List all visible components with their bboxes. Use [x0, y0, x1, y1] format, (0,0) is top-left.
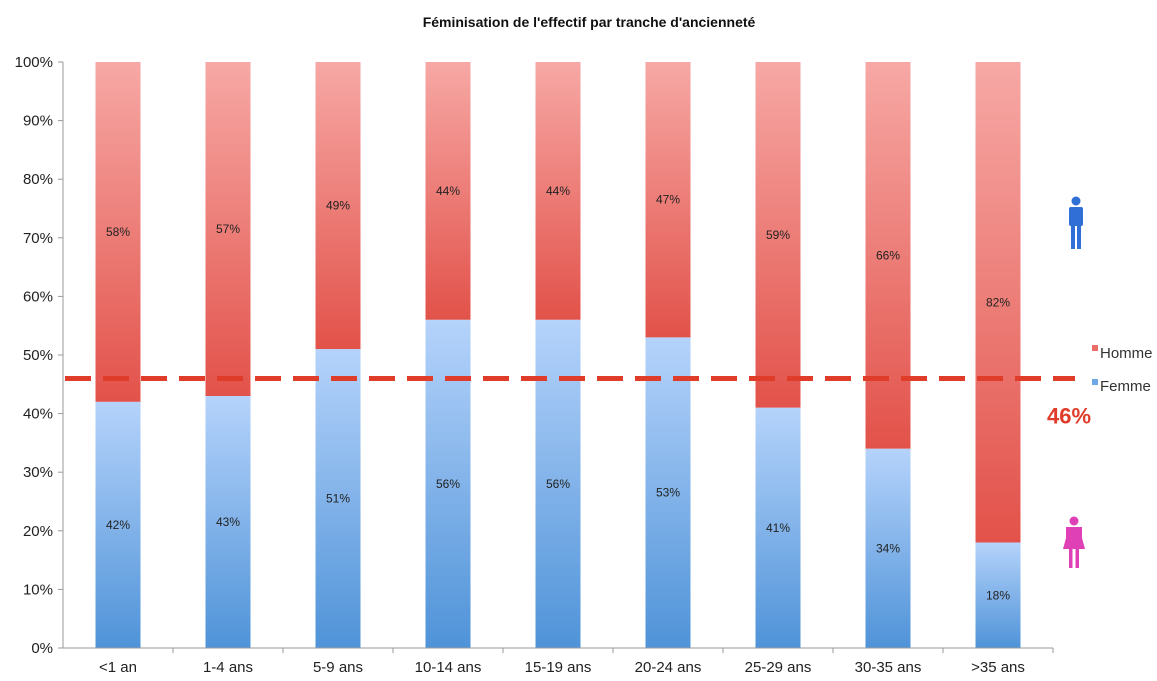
bar-segment-homme: [755, 62, 801, 408]
bar-segment-femme: [645, 337, 691, 648]
data-label-femme: 51%: [326, 492, 350, 506]
x-tick-label: 20-24 ans: [635, 659, 702, 676]
legend-swatch-homme: [1092, 345, 1098, 351]
bar-segment-homme: [975, 62, 1021, 543]
data-label-homme: 49%: [326, 199, 350, 213]
bar-segment-femme: [975, 542, 1021, 648]
bar-segment-homme: [205, 62, 251, 397]
y-axis: 0% 10% 20% 30% 40% 50% 60% 70% 80% 90% 100%: [15, 54, 64, 657]
data-label-homme: 66%: [876, 248, 900, 262]
reference-line-group: 46%: [65, 375, 1091, 428]
x-tick-label: 10-14 ans: [415, 659, 482, 676]
data-label-femme: 56%: [436, 477, 460, 491]
legend-swatch-femme: [1092, 379, 1098, 385]
data-label-femme: 43%: [216, 515, 240, 529]
female-figure-icon: [1063, 516, 1085, 568]
bar-segment-homme: [95, 62, 141, 402]
bars: 58% 42% 57% 43% 49% 51% 44% 56% 44% 56% 47% 53% 59% 4…: [95, 62, 1021, 648]
data-label-femme: 41%: [766, 521, 790, 535]
bar-segment-femme: [425, 319, 471, 648]
y-tick-label: 80%: [23, 171, 53, 188]
x-tick-label: 30-35 ans: [855, 659, 922, 676]
bar-segment-femme: [535, 319, 581, 648]
x-tick-label: 15-19 ans: [525, 659, 592, 676]
data-label-homme: 57%: [216, 222, 240, 236]
bar-segment-femme: [865, 448, 911, 648]
y-tick-label: 40%: [23, 406, 53, 423]
x-tick-label: <1 an: [99, 659, 137, 676]
x-tick-label: 25-29 ans: [745, 659, 812, 676]
bar-segment-homme: [535, 62, 581, 320]
y-tick-label: 70%: [23, 230, 53, 247]
y-tick-label: 60%: [23, 288, 53, 305]
data-label-femme: 56%: [546, 477, 570, 491]
data-label-homme: 44%: [546, 184, 570, 198]
data-label-femme: 34%: [876, 541, 900, 555]
bar-segment-homme: [425, 62, 471, 320]
data-label-femme: 18%: [986, 588, 1010, 602]
legend: Homme Femme: [1092, 345, 1153, 395]
male-figure-icon: [1069, 196, 1083, 249]
legend-label-homme: Homme: [1100, 345, 1153, 362]
data-label-homme: 44%: [436, 184, 460, 198]
y-tick-label: 20%: [23, 523, 53, 540]
chart-title: Féminisation de l'effectif par tranche d…: [423, 14, 756, 30]
x-axis: <1 an 1-4 ans 5-9 ans 10-14 ans 15-19 ans 20-…: [63, 647, 1054, 676]
bar-segment-femme: [205, 396, 251, 648]
bar-segment-homme: [315, 62, 361, 350]
y-tick-label: 50%: [23, 347, 53, 364]
data-label-homme: 82%: [986, 295, 1010, 309]
data-label-femme: 42%: [106, 518, 130, 532]
y-tick-label: 100%: [15, 54, 53, 71]
y-tick-label: 0%: [31, 640, 53, 657]
x-tick-label: 5-9 ans: [313, 659, 363, 676]
data-label-homme: 58%: [106, 225, 130, 239]
legend-label-femme: Femme: [1100, 378, 1151, 395]
data-label-homme: 59%: [766, 228, 790, 242]
reference-line-label: 46%: [1047, 403, 1091, 428]
x-tick-label: >35 ans: [971, 659, 1025, 676]
bar-segment-femme: [315, 349, 361, 648]
bar-segment-femme: [755, 407, 801, 648]
bar-segment-homme: [645, 62, 691, 338]
data-label-femme: 53%: [656, 486, 680, 500]
y-tick-label: 10%: [23, 581, 53, 598]
bar-segment-homme: [865, 62, 911, 449]
bar-segment-femme: [95, 401, 141, 648]
y-tick-label: 90%: [23, 113, 53, 130]
x-tick-label: 1-4 ans: [203, 659, 253, 676]
y-tick-label: 30%: [23, 464, 53, 481]
data-label-homme: 47%: [656, 193, 680, 207]
